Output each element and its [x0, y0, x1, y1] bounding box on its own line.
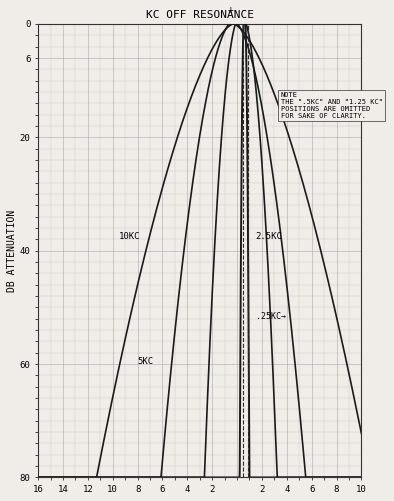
Text: -: -	[240, 5, 246, 15]
Text: .25KC→: .25KC→	[256, 312, 286, 321]
Text: NOTE
THE ".5KC" AND "1.25 KC"
POSITIONS ARE OMITTED
FOR SAKE OF CLARITY.: NOTE THE ".5KC" AND "1.25 KC" POSITIONS …	[281, 92, 383, 119]
Title: KC OFF RESONANCE: KC OFF RESONANCE	[146, 11, 254, 21]
Text: 5KC: 5KC	[138, 357, 154, 366]
Y-axis label: DB ATTENUATION: DB ATTENUATION	[7, 209, 17, 292]
Text: 2.5KC: 2.5KC	[256, 232, 282, 241]
Text: 10KC: 10KC	[119, 232, 140, 241]
Text: +: +	[228, 5, 234, 15]
